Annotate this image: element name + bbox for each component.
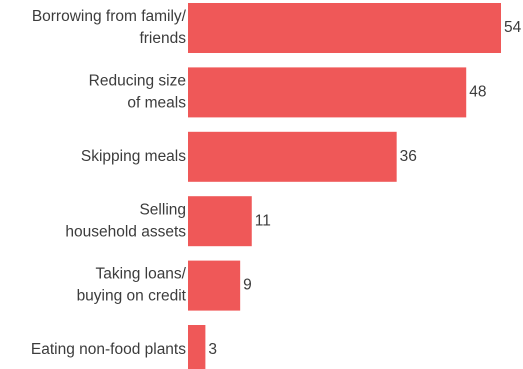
value-label-borrowing-from-family-friends: 54 — [504, 19, 522, 36]
category-label-reducing-size-of-meals-line-1: Reducing size — [89, 72, 186, 89]
bar-taking-loans-buying-on-credit — [188, 260, 241, 311]
value-label-skipping-meals: 36 — [400, 148, 417, 165]
category-label-selling-household-assets-line-1: Selling — [139, 201, 186, 218]
value-label-taking-loans-buying-on-credit: 9 — [243, 277, 252, 294]
value-label-eating-non-food-plants: 3 — [208, 341, 217, 358]
category-labels: Borrowing from family/friends Reducing si… — [31, 8, 187, 358]
category-label-taking-loans-buying-on-credit-line-1: Taking loans/ — [96, 266, 187, 283]
bar-reducing-size-of-meals — [188, 67, 467, 118]
bars — [188, 3, 501, 369]
category-label-borrowing-from-family-friends-line-1: Borrowing from family/ — [32, 8, 187, 25]
value-label-selling-household-assets: 11 — [255, 212, 271, 229]
value-labels: 54 48 36 11 9 3 — [208, 19, 521, 358]
category-label-taking-loans-buying-on-credit-line-2: buying on credit — [77, 288, 187, 305]
category-label-reducing-size-of-meals-line-2: of meals — [127, 94, 186, 111]
category-label-skipping-meals: Skipping meals — [81, 148, 186, 165]
category-label-eating-non-food-plants: Eating non-food plants — [31, 341, 186, 358]
category-label-borrowing-from-family-friends-line-2: friends — [139, 30, 186, 47]
bar-eating-non-food-plants — [188, 325, 206, 369]
bar-selling-household-assets — [188, 196, 252, 247]
bar-skipping-meals — [188, 131, 397, 182]
bar-borrowing-from-family-friends — [188, 3, 501, 53]
value-label-reducing-size-of-meals: 48 — [469, 83, 486, 100]
category-label-selling-household-assets-line-2: household assets — [65, 223, 186, 240]
